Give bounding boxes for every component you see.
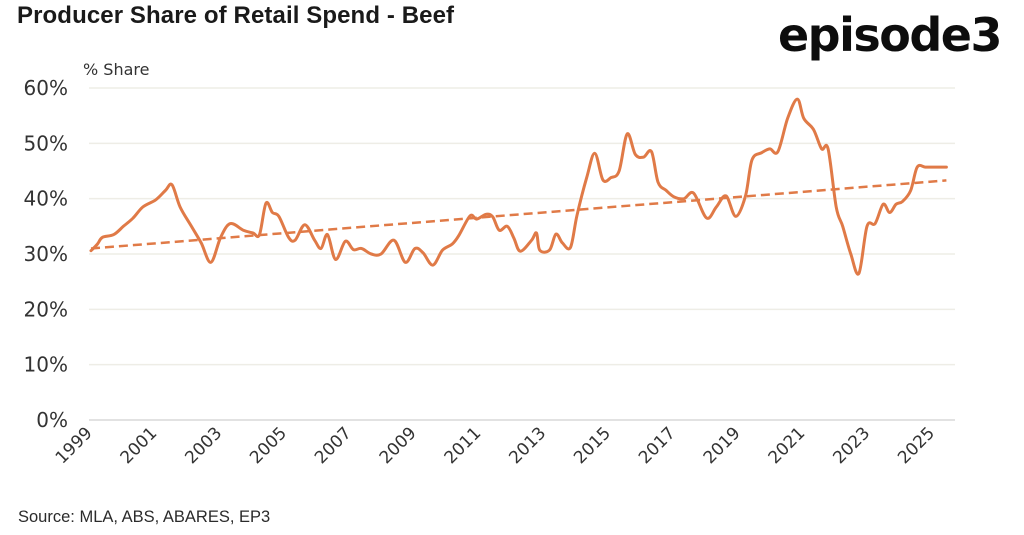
x-tick-label: 2023 <box>829 423 874 468</box>
y-tick-label: 30% <box>24 242 68 266</box>
y-axis-ticks: 0% 10% 20% 30% 40% 50% 60% <box>24 76 68 432</box>
y-tick-label: 40% <box>24 187 68 211</box>
x-tick-label: 2015 <box>570 423 615 468</box>
y-tick-label: 0% <box>36 408 68 432</box>
x-tick-label: 2013 <box>505 423 550 468</box>
y-tick-label: 20% <box>24 297 68 321</box>
x-tick-label: 2019 <box>700 423 745 468</box>
series-line-producer-share <box>89 97 948 276</box>
chart-title: Producer Share of Retail Spend - Beef <box>17 2 455 29</box>
x-tick-label: 2017 <box>635 423 680 468</box>
y-tick-label: 10% <box>24 353 68 377</box>
series-layer <box>89 97 948 276</box>
x-axis-ticks: 1999 2001 2003 2005 2007 2009 2011 2013 2015 2017… <box>52 423 939 468</box>
x-tick-label: 2003 <box>181 423 226 468</box>
x-tick-label: 2021 <box>765 423 810 468</box>
brand-logo: episode3 <box>777 8 1003 62</box>
y-axis-label: % Share <box>83 60 149 79</box>
gridlines <box>89 87 955 421</box>
x-tick-label: 2001 <box>117 423 162 468</box>
x-tick-label: 2025 <box>894 423 939 468</box>
x-tick-label: 2005 <box>246 423 291 468</box>
x-tick-label: 2011 <box>441 423 486 468</box>
x-tick-label: 2009 <box>376 423 421 468</box>
trend-line <box>90 179 947 250</box>
y-tick-label: 50% <box>24 131 68 155</box>
y-tick-label: 60% <box>24 76 68 100</box>
source-note: Source: MLA, ABS, ABARES, EP3 <box>18 508 271 526</box>
x-tick-label: 2007 <box>311 423 356 468</box>
